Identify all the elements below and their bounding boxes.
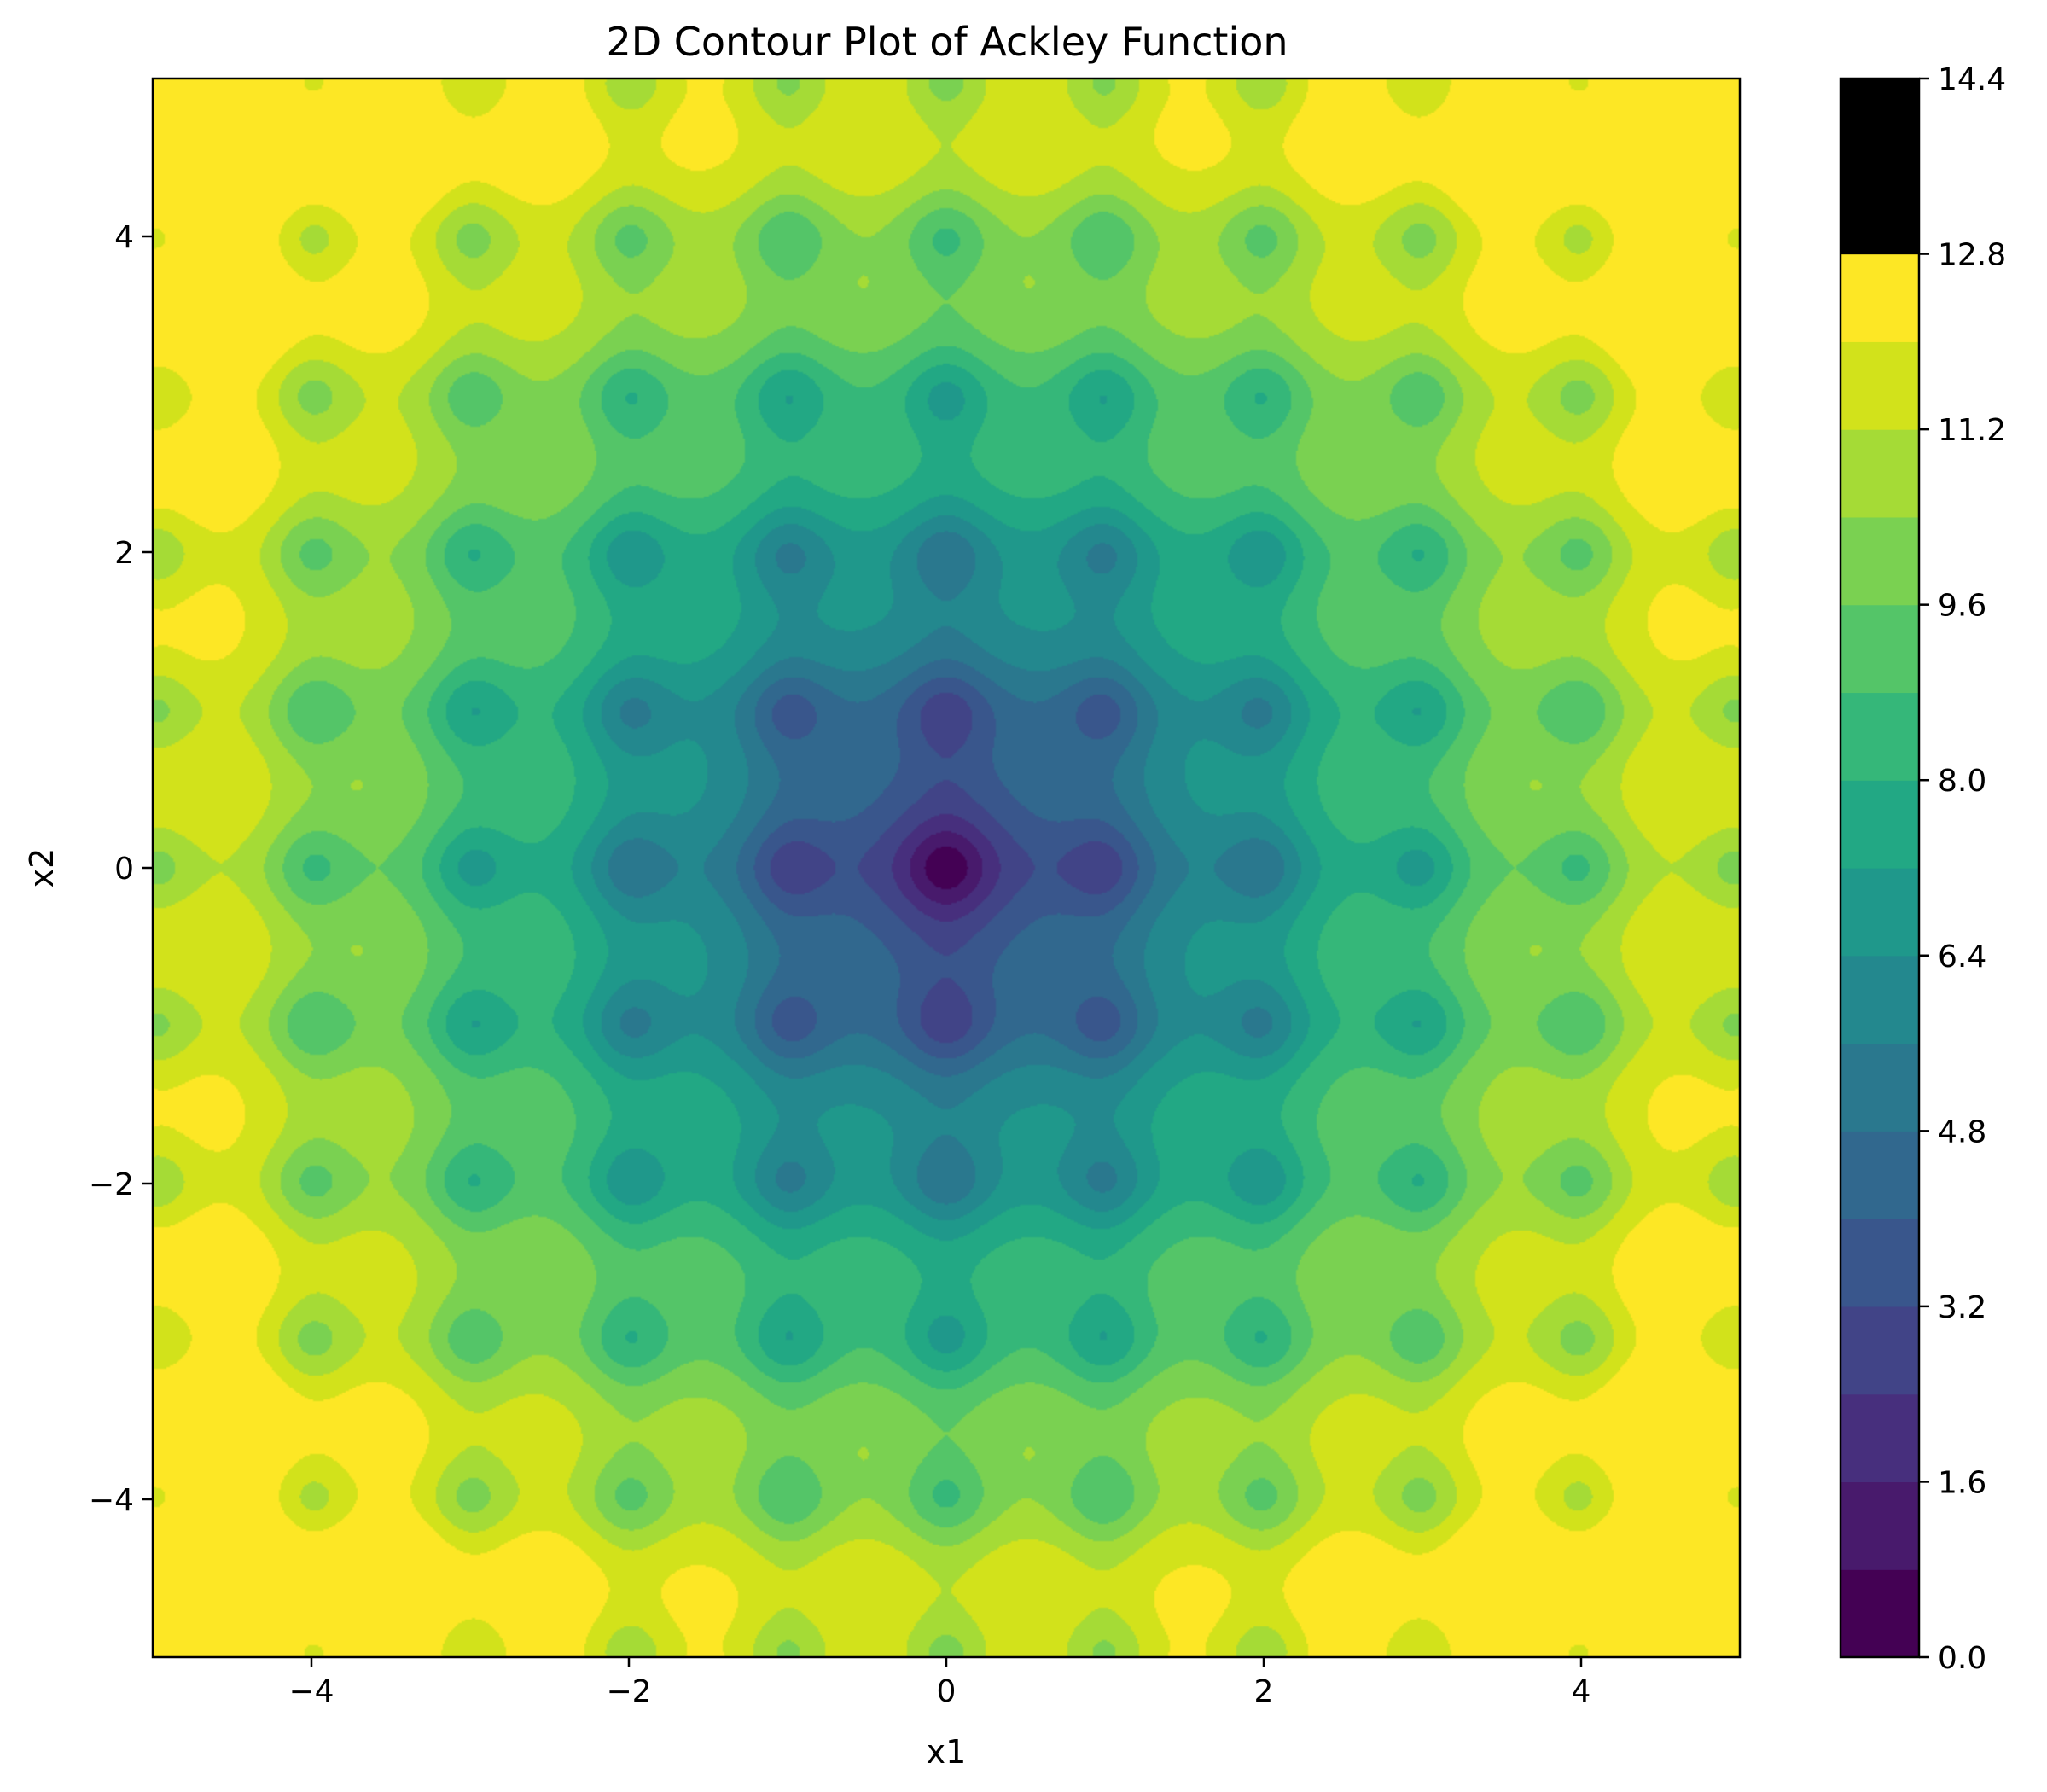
x-tick-label: −2: [606, 1674, 651, 1709]
colorbar-tick-label: 14.4: [1938, 62, 2006, 97]
x-tick-label: −4: [288, 1674, 334, 1709]
colorbar: 0.0 1.6 3.2 4.8 6.4 8.0 9.6 11.2 12.8 14.4: [1839, 62, 2006, 1676]
colorbar-tick-label: 11.2: [1938, 413, 2006, 448]
x-axis-ticks: −4 −2 0 2 4: [288, 1657, 1590, 1709]
colorbar-segments: [1841, 79, 1919, 1658]
colorbar-segment: [1841, 429, 1919, 518]
x-axis-label: x1: [927, 1733, 967, 1771]
y-axis-label: x2: [23, 848, 61, 888]
contour-field: [153, 79, 1740, 1657]
colorbar-segment: [1841, 955, 1919, 1044]
colorbar-segment: [1841, 253, 1919, 342]
colorbar-tick-label: 6.4: [1938, 940, 1986, 975]
colorbar-ticks: 0.0 1.6 3.2 4.8 6.4 8.0 9.6 11.2 12.8 14.4: [1919, 62, 2006, 1676]
colorbar-segment: [1841, 1043, 1919, 1132]
y-tick-label: −4: [89, 1483, 134, 1518]
chart-title: 2D Contour Plot of Ackley Function: [606, 19, 1288, 65]
colorbar-segment: [1841, 868, 1919, 957]
x-tick-label: 2: [1254, 1674, 1274, 1709]
y-tick-label: 4: [114, 220, 134, 255]
x-tick-label: 4: [1572, 1674, 1591, 1709]
colorbar-segment: [1841, 1569, 1919, 1658]
colorbar-tick-label: 8.0: [1938, 764, 1986, 799]
colorbar-segment: [1841, 1481, 1919, 1570]
y-axis-ticks: −4 −2 0 2 4: [89, 220, 153, 1518]
colorbar-tick-label: 4.8: [1938, 1114, 1986, 1149]
contour-heatmap: [153, 79, 1740, 1657]
colorbar-tick-label: 12.8: [1938, 238, 2006, 273]
colorbar-segment: [1841, 166, 1919, 255]
colorbar-segment: [1841, 1131, 1919, 1219]
colorbar-tick-label: 3.2: [1938, 1290, 1986, 1325]
colorbar-segment: [1841, 1393, 1919, 1483]
y-tick-label: 2: [114, 536, 134, 571]
y-tick-label: −2: [89, 1167, 134, 1202]
colorbar-segment: [1841, 79, 1919, 167]
colorbar-segment: [1841, 604, 1919, 694]
colorbar-segment: [1841, 341, 1919, 430]
colorbar-tick-label: 1.6: [1938, 1465, 1986, 1500]
colorbar-segment: [1841, 780, 1919, 869]
colorbar-tick-label: 0.0: [1938, 1641, 1986, 1676]
plot-area: [151, 77, 1742, 1659]
colorbar-segment: [1841, 1219, 1919, 1307]
colorbar-frame: [1839, 77, 1921, 1659]
x-tick-label: 0: [937, 1674, 957, 1709]
colorbar-segment: [1841, 1306, 1919, 1395]
colorbar-tick-label: 9.6: [1938, 589, 1986, 624]
colorbar-segment: [1841, 692, 1919, 781]
colorbar-segment: [1841, 516, 1919, 606]
y-tick-label: 0: [114, 852, 134, 887]
